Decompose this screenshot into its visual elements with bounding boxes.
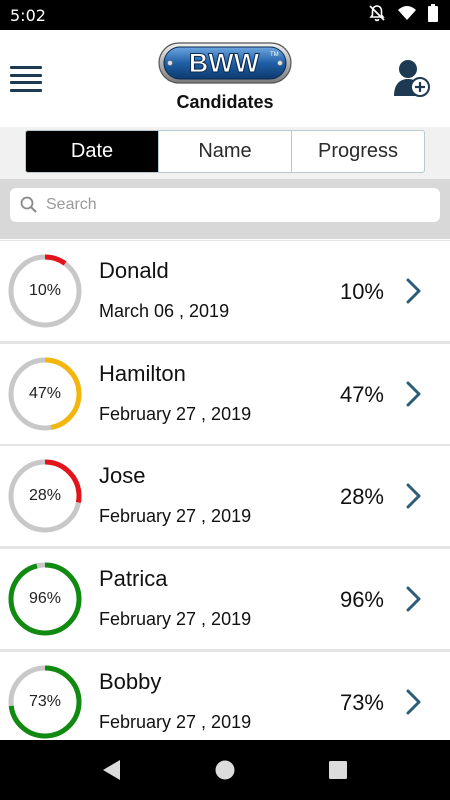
- status-time: 5:02: [10, 5, 46, 25]
- tab-date[interactable]: Date: [26, 131, 158, 172]
- bell-off-icon: [368, 4, 386, 27]
- candidate-progress-percent: 28%: [339, 484, 384, 510]
- hamburger-icon-line: [10, 88, 42, 92]
- system-nav-bar: [0, 740, 450, 800]
- home-circle-icon[interactable]: [214, 759, 236, 781]
- candidate-progress-percent: 10%: [339, 279, 384, 304]
- status-icons: [368, 3, 438, 27]
- candidate-date: February 27 , 2019: [99, 506, 252, 527]
- hamburger-icon-line: [10, 73, 42, 77]
- candidate-row[interactable]: 47% Hamilton February 27 , 2019 47%: [0, 343, 450, 444]
- add-user-button[interactable]: [393, 58, 431, 98]
- progress-ring: [8, 665, 82, 739]
- tab-progress[interactable]: Progress: [291, 131, 424, 172]
- wifi-icon: [398, 5, 416, 26]
- back-triangle-icon[interactable]: [100, 758, 122, 782]
- search-input[interactable]: [46, 196, 416, 214]
- candidate-date: February 27 , 2019: [99, 609, 252, 630]
- battery-icon: [428, 3, 438, 27]
- search-icon: [20, 196, 37, 213]
- sort-segmented-control: Date Name Progress: [25, 130, 425, 173]
- progress-ring-arc: [8, 459, 82, 533]
- recents-square-icon[interactable]: [328, 760, 348, 780]
- progress-ring-arc: [8, 665, 82, 739]
- progress-ring-label: 47%: [28, 384, 62, 402]
- chevron-right-icon[interactable]: [402, 585, 424, 613]
- logo-trademark: TM: [270, 52, 279, 58]
- progress-ring-label: 10%: [28, 282, 62, 299]
- candidate-progress-percent: 47%: [339, 381, 384, 407]
- chevron-right-icon[interactable]: [402, 688, 424, 716]
- candidate-date: February 27 , 2019: [99, 403, 252, 424]
- progress-ring: [8, 459, 82, 533]
- status-bar: 5:02: [0, 0, 450, 30]
- hamburger-icon-line: [10, 81, 42, 85]
- progress-ring-arc: [8, 357, 82, 431]
- candidate-progress-percent: 96%: [339, 587, 384, 613]
- progress-ring-label: 28%: [28, 487, 62, 505]
- candidate-name: Bobby: [99, 668, 162, 694]
- chevron-right-icon[interactable]: [402, 482, 424, 510]
- progress-ring-arc: [8, 562, 82, 636]
- candidate-name: Patrica: [99, 566, 168, 592]
- candidate-list: 10% Donald March 06 , 2019 10% 47% Hamilton Fe…: [0, 240, 450, 740]
- menu-button[interactable]: [10, 66, 42, 92]
- candidate-row[interactable]: 10% Donald March 06 , 2019 10%: [0, 241, 450, 341]
- sort-tabs-bar: Date Name Progress: [0, 127, 450, 179]
- candidate-progress-percent: 73%: [339, 689, 384, 715]
- candidate-date: February 27 , 2019: [99, 711, 252, 732]
- candidate-row[interactable]: 28% Jose February 27 , 2019 28%: [0, 446, 450, 547]
- progress-ring-label: 96%: [28, 590, 62, 608]
- candidate-row[interactable]: 73% Bobby February 27 , 2019 73%: [0, 651, 450, 740]
- progress-ring-arc: [8, 254, 82, 328]
- hamburger-icon: [10, 66, 42, 69]
- add-user-icon: [394, 60, 430, 97]
- candidate-name: Donald: [99, 258, 169, 283]
- app-header: BWW TM Candidates: [0, 30, 450, 127]
- candidate-name: Jose: [99, 463, 146, 489]
- progress-ring: [8, 562, 82, 636]
- bww-logo: BWW TM: [158, 42, 292, 84]
- candidate-date: March 06 , 2019: [99, 301, 230, 321]
- progress-ring-label: 73%: [28, 692, 62, 710]
- progress-ring: [8, 254, 82, 328]
- candidate-name: Hamilton: [99, 360, 186, 386]
- logo-text: BWW: [189, 48, 260, 78]
- page-title: Candidates: [176, 92, 274, 112]
- candidate-row[interactable]: 96% Patrica February 27 , 2019 96%: [0, 549, 450, 650]
- search-area: [0, 179, 450, 239]
- chevron-right-icon[interactable]: [402, 277, 424, 305]
- tab-name[interactable]: Name: [158, 131, 291, 172]
- chevron-right-icon[interactable]: [402, 380, 424, 408]
- search-box[interactable]: [10, 188, 440, 222]
- progress-ring: [8, 357, 82, 431]
